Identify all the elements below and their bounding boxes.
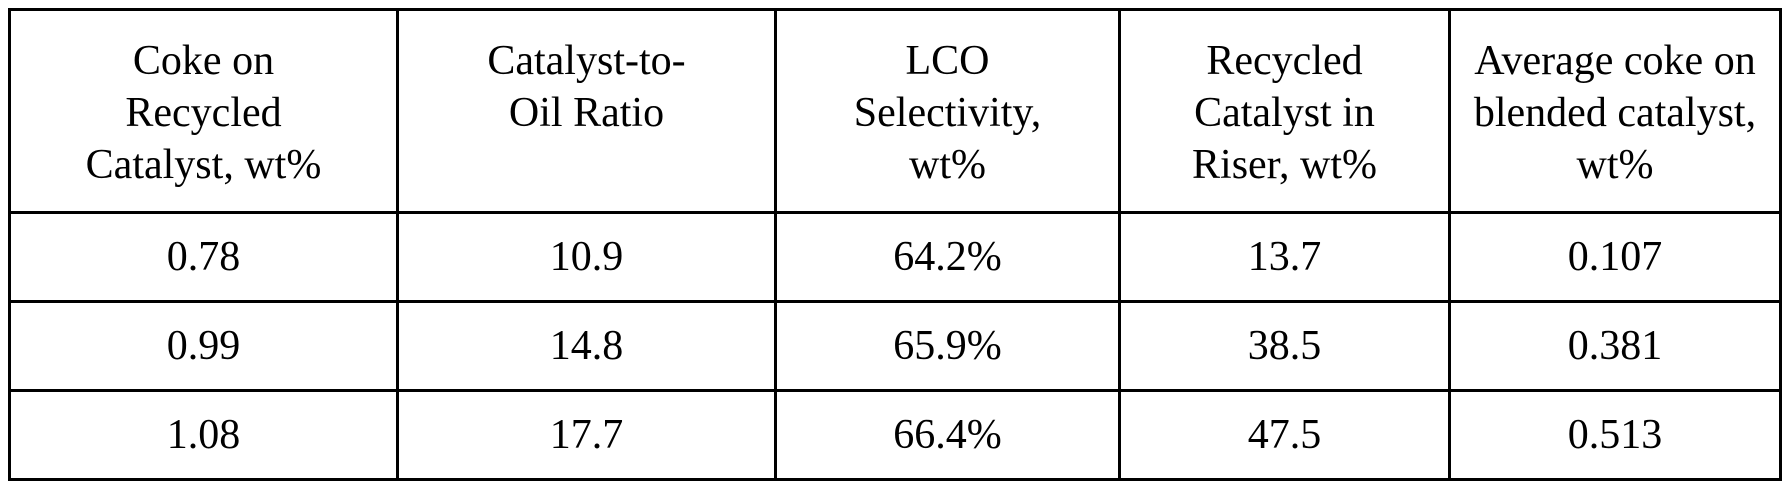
table-cell: 0.78 [10, 213, 398, 302]
table-body: 0.78 10.9 64.2% 13.7 0.107 0.99 14.8 65.… [10, 213, 1781, 480]
table-cell: 1.08 [10, 391, 398, 480]
header-label: Catalyst-to- Oil Ratio [405, 35, 768, 139]
table-cell: 0.107 [1450, 213, 1781, 302]
table-cell: 66.4% [776, 391, 1120, 480]
table-cell: 65.9% [776, 302, 1120, 391]
table-cell: 0.513 [1450, 391, 1781, 480]
header-row: Coke on Recycled Catalyst, wt% Catalyst-… [10, 10, 1781, 213]
table-row: 0.78 10.9 64.2% 13.7 0.107 [10, 213, 1781, 302]
table-cell: 10.9 [398, 213, 776, 302]
table-cell: 13.7 [1120, 213, 1450, 302]
data-table: Coke on Recycled Catalyst, wt% Catalyst-… [8, 8, 1782, 481]
header-label: Recycled Catalyst in Riser, wt% [1127, 35, 1442, 191]
header-coke-on-recycled-catalyst: Coke on Recycled Catalyst, wt% [10, 10, 398, 213]
table-cell: 14.8 [398, 302, 776, 391]
table-cell: 0.99 [10, 302, 398, 391]
header-average-coke-on-blended-catalyst: Average coke on blended catalyst, wt% [1450, 10, 1781, 213]
header-catalyst-to-oil-ratio: Catalyst-to- Oil Ratio [398, 10, 776, 213]
header-label: LCO Selectivity, wt% [783, 35, 1112, 191]
header-label: Average coke on blended catalyst, wt% [1457, 35, 1773, 191]
header-recycled-catalyst-in-riser: Recycled Catalyst in Riser, wt% [1120, 10, 1450, 213]
table-cell: 47.5 [1120, 391, 1450, 480]
table-row: 0.99 14.8 65.9% 38.5 0.381 [10, 302, 1781, 391]
table-cell: 64.2% [776, 213, 1120, 302]
table-header: Coke on Recycled Catalyst, wt% Catalyst-… [10, 10, 1781, 213]
table-cell: 0.381 [1450, 302, 1781, 391]
table-cell: 38.5 [1120, 302, 1450, 391]
table-row: 1.08 17.7 66.4% 47.5 0.513 [10, 391, 1781, 480]
table-cell: 17.7 [398, 391, 776, 480]
header-label: Coke on Recycled Catalyst, wt% [17, 35, 390, 191]
header-lco-selectivity: LCO Selectivity, wt% [776, 10, 1120, 213]
